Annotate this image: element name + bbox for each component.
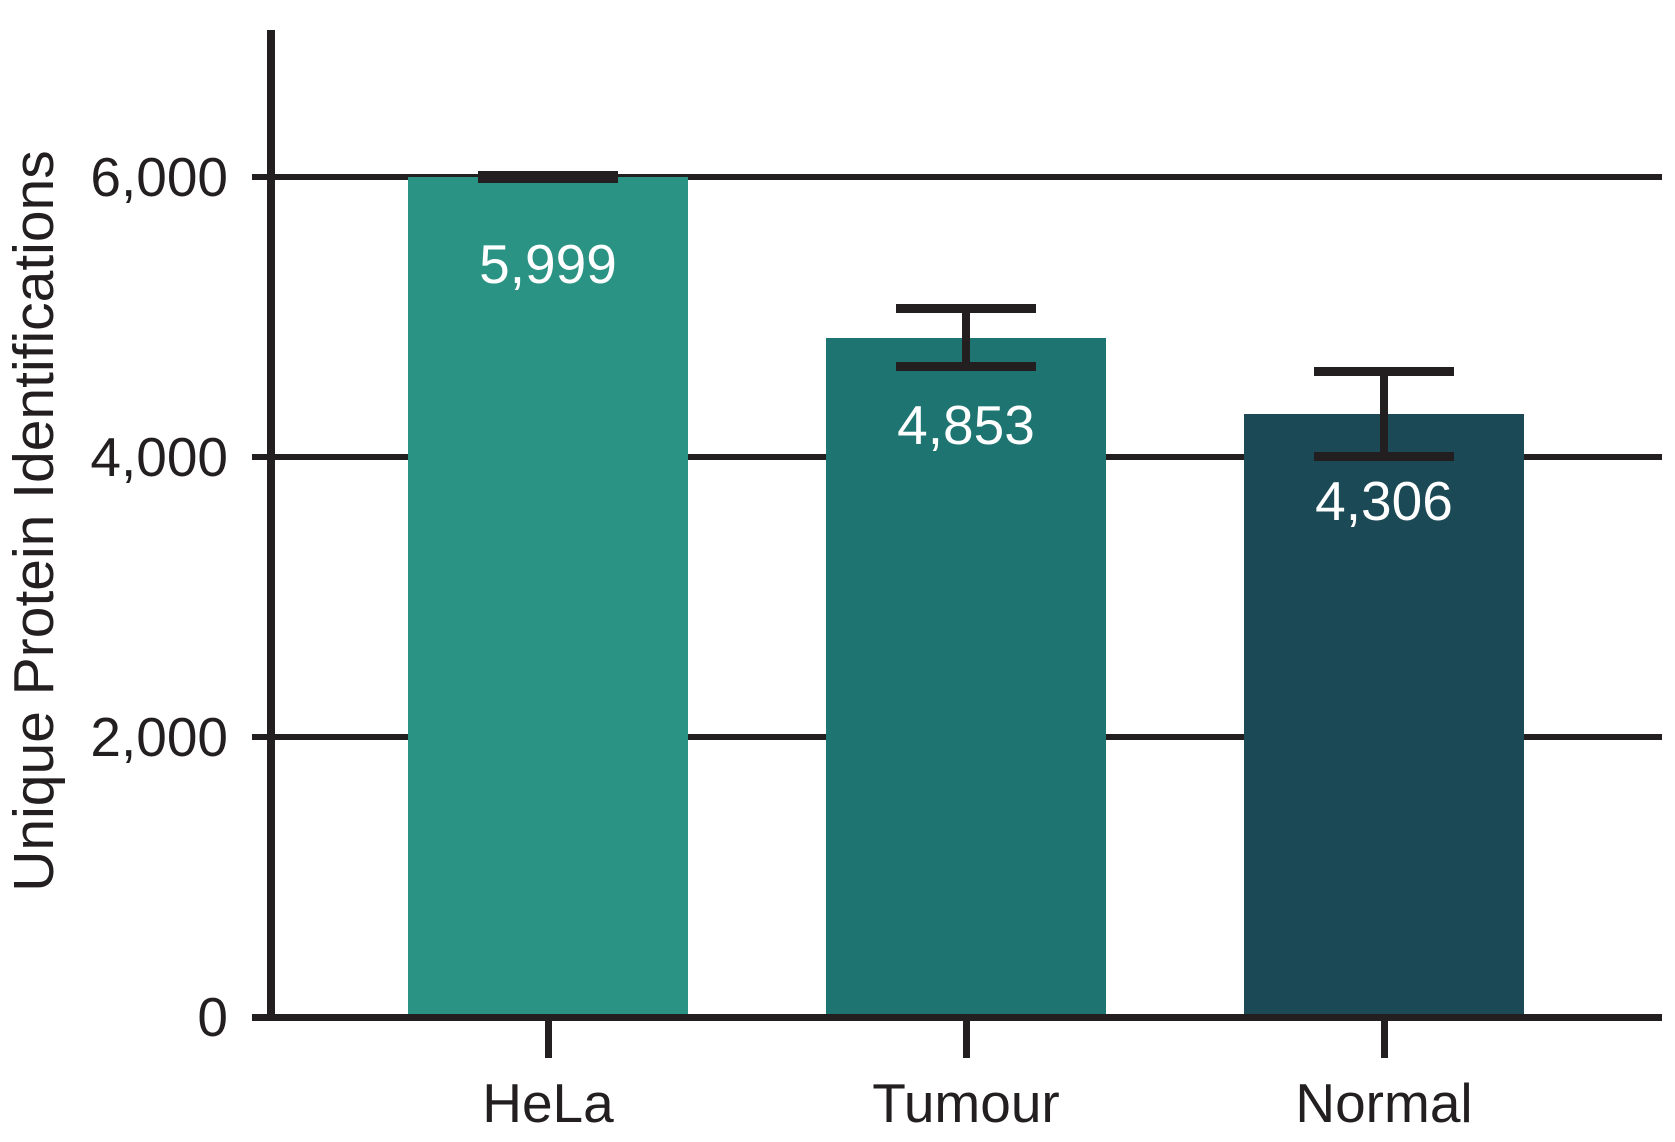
error-bar-cap-top-normal	[1314, 366, 1454, 376]
y-axis-line	[267, 30, 275, 1021]
value-label-normal: 4,306	[1315, 470, 1453, 533]
x-tick-label-hela: HeLa	[482, 1072, 614, 1134]
error-bar-cap-bottom-hela	[478, 174, 618, 184]
y-tick-label-2000: 2,000	[90, 706, 228, 768]
x-tick-normal	[1380, 1017, 1388, 1058]
value-label-hela: 5,999	[479, 233, 617, 296]
x-tick-hela	[544, 1017, 552, 1058]
x-tick-label-tumour: Tumour	[872, 1072, 1060, 1134]
value-label-tumour: 4,853	[897, 393, 1035, 456]
bar-tumour	[826, 337, 1106, 1017]
error-bar-cap-top-tumour	[896, 304, 1036, 314]
error-bar-whisker-tumour	[962, 308, 970, 367]
y-tick-label-6000: 6,000	[90, 146, 228, 208]
y-tick-label-4000: 4,000	[90, 426, 228, 488]
error-bar-cap-bottom-normal	[1314, 452, 1454, 462]
gridline-y-6000	[252, 174, 1662, 180]
x-tick-label-normal: Normal	[1295, 1072, 1473, 1134]
x-axis-line	[252, 1013, 1662, 1021]
error-bar-cap-bottom-tumour	[896, 361, 1036, 371]
bar-hela	[408, 177, 688, 1017]
bar-normal	[1244, 414, 1524, 1017]
x-tick-tumour	[962, 1017, 970, 1058]
y-tick-label-0: 0	[197, 986, 228, 1048]
error-bar-whisker-normal	[1380, 371, 1388, 457]
y-axis-title: Unique Protein Identifications	[2, 150, 66, 892]
